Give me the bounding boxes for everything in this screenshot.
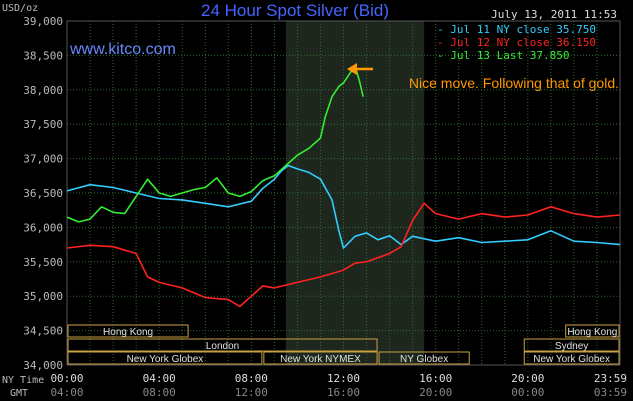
x-tick-label-gmt: 00:00 [511,386,544,399]
chart-grid [66,20,621,366]
x-tick-label: 20:00 [511,372,544,385]
y-axis-label: USD/oz [2,3,38,14]
x-tick-label: 16:00 [419,372,452,385]
chart-axes: 39,000 38,500 38,000 37,500 37,000 36,500 36,0… [2,15,627,399]
x-row-label: NY Time [2,375,44,386]
x-row2-label: GMT [10,388,28,399]
session-label: New York Globex [127,354,204,365]
session-label: Hong Kong [567,327,617,338]
annotation-text: Nice move. Following that of gold. [409,75,619,91]
arrow-icon [347,63,373,75]
session-box [67,324,189,338]
session-box [565,324,620,338]
session-label: New York Globex [533,354,610,365]
x-tick-label-gmt: 03:59 [594,386,627,399]
x-tick-label: 00:00 [50,372,83,385]
x-tick-label: 08:00 [235,372,268,385]
y-tick-label: 34,000 [23,359,63,372]
x-tick-label: 23:59 [594,372,627,385]
brand-watermark: www.kitco.com [69,41,176,58]
y-tick-label: 38,500 [23,49,63,62]
session-box [263,351,378,365]
series-line [66,64,364,223]
session-label: Sydney [555,341,588,352]
x-tick-label: 04:00 [143,372,176,385]
session-label: Hong Kong [103,327,153,338]
y-tick-label: 36,500 [23,187,63,200]
y-tick-label: 35,000 [23,290,63,303]
x-tick-label-gmt: 08:00 [143,386,176,399]
session-box [67,338,378,352]
y-tick-label: 37,500 [23,118,63,131]
session-box [523,338,620,352]
legend-entry: - Jul 11 NY close 35.750 [437,23,596,36]
legend-entry: - Jul 12 NY close 36.150 [437,36,596,49]
chart-title: 24 Hour Spot Silver (Bid) [201,1,389,20]
price-series [66,64,621,308]
y-tick-label: 39,000 [23,15,63,28]
session-box [67,351,263,365]
chart-legend: - Jul 11 NY close 35.750- Jul 12 NY clos… [437,23,596,62]
y-tick-label: 35,500 [23,256,63,269]
series-line [66,164,621,249]
session-box [523,351,620,365]
plot-frame [66,20,621,366]
y-tick-label: 37,000 [23,153,63,166]
x-tick-label-gmt: 16:00 [327,386,360,399]
session-label: London [206,341,239,352]
timestamp: July 13, 2011 11:53 [491,8,617,21]
session-box [378,351,470,365]
legend-entry: - Jul 13 Last 37.850 [437,49,569,62]
x-tick-label: 12:00 [327,372,360,385]
x-tick-label-gmt: 20:00 [419,386,452,399]
y-tick-label: 38,000 [23,84,63,97]
x-tick-label-gmt: 12:00 [235,386,268,399]
series-line [66,202,621,308]
y-tick-label: 36,000 [23,221,63,234]
session-label: New York NYMEX [280,354,361,365]
session-label: NY Globex [400,354,448,365]
x-tick-label-gmt: 04:00 [50,386,83,399]
trading-sessions: Hong Kong Hong Kong London Sydney New York G… [67,324,620,365]
y-tick-label: 34,500 [23,325,63,338]
